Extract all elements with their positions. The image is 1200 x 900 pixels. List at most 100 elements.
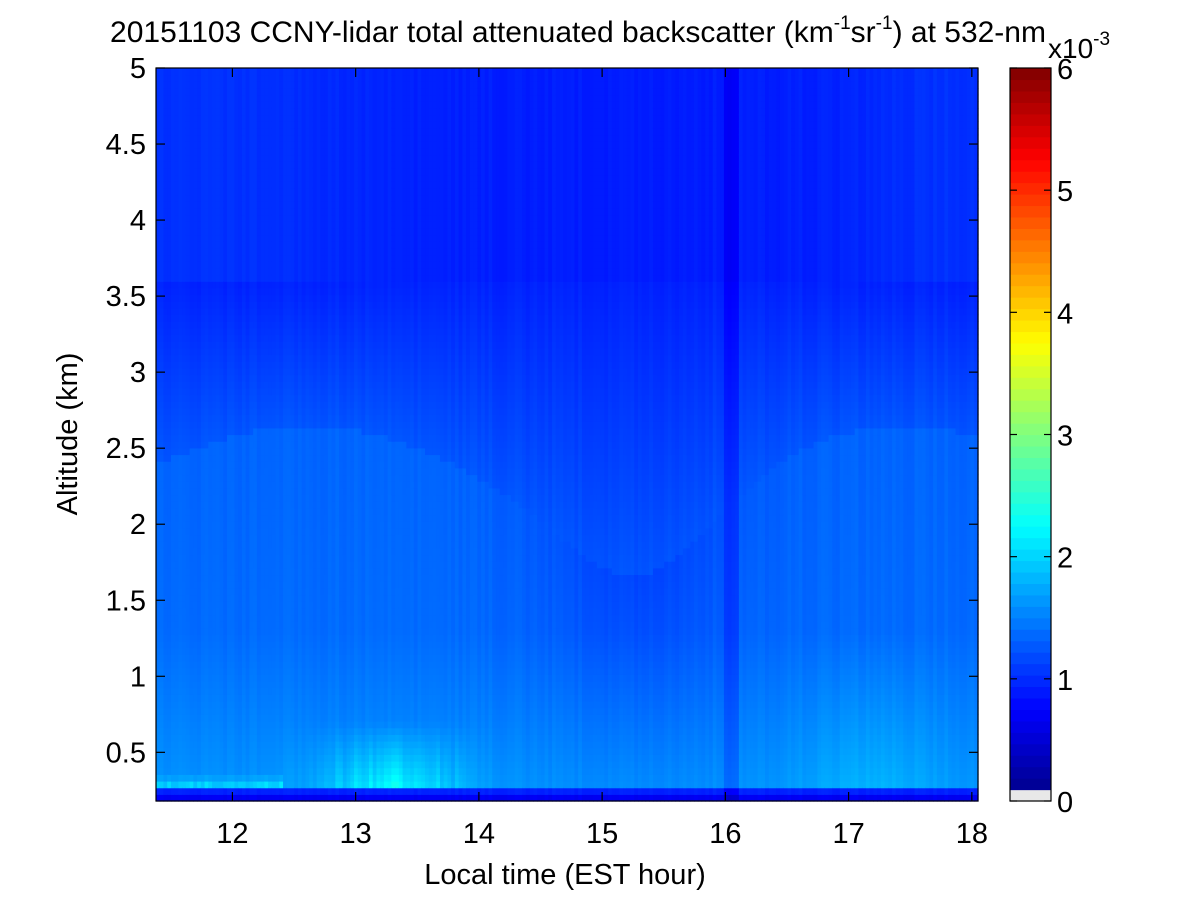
heatmap-cell <box>170 427 176 436</box>
heatmap-cell <box>208 134 213 142</box>
heatmap-cell <box>230 321 236 329</box>
heatmap-cell <box>241 567 247 576</box>
heatmap-cell <box>178 441 183 449</box>
heatmap-cell <box>212 627 217 636</box>
heatmap-cell <box>283 787 288 795</box>
heatmap-cell <box>178 787 183 795</box>
heatmap-cell <box>290 421 295 429</box>
heatmap-cell <box>283 667 288 675</box>
heatmap-cell <box>268 567 273 576</box>
heatmap-cell <box>178 681 183 689</box>
heatmap-cell <box>238 494 243 502</box>
heatmap-cell <box>264 494 269 502</box>
heatmap-cell <box>320 421 325 429</box>
heatmap-cell <box>286 474 292 482</box>
heatmap-cell <box>286 481 292 489</box>
heatmap-cell <box>301 481 307 489</box>
title-segment: ) at 532-nm <box>893 16 1046 49</box>
heatmap-cell <box>223 354 228 362</box>
heatmap-cell <box>264 334 269 342</box>
heatmap-cell <box>163 87 168 96</box>
heatmap-cell <box>234 427 239 436</box>
heatmap-cell <box>297 294 303 302</box>
heatmap-cell <box>245 387 251 396</box>
heatmap-cell <box>253 714 258 722</box>
heatmap-cell <box>193 427 198 436</box>
heatmap-cell <box>208 294 213 302</box>
heatmap-cell <box>156 654 161 662</box>
heatmap-cell <box>193 541 198 549</box>
heatmap-cell <box>245 734 251 742</box>
heatmap-cell <box>268 201 273 209</box>
heatmap-cell <box>208 347 213 356</box>
heatmap-cell <box>215 181 221 189</box>
heatmap-cell <box>200 361 206 369</box>
heatmap-cell <box>226 361 232 369</box>
heatmap-cell <box>219 367 224 376</box>
heatmap-cell <box>226 447 232 456</box>
heatmap-cell <box>189 641 194 649</box>
heatmap-cell <box>189 274 194 282</box>
heatmap-cell <box>212 521 217 529</box>
heatmap-cell <box>305 721 310 729</box>
heatmap-cell <box>294 274 299 282</box>
heatmap-cell <box>212 461 217 469</box>
heatmap-cell <box>182 481 187 489</box>
heatmap-cell <box>215 194 221 202</box>
heatmap-cell <box>223 94 228 102</box>
heatmap-cell <box>208 447 213 456</box>
heatmap-cell <box>268 161 273 169</box>
heatmap-cell <box>245 567 251 576</box>
heatmap-cell <box>264 734 269 742</box>
heatmap-cell <box>200 187 206 196</box>
heatmap-cell <box>174 247 180 256</box>
heatmap-cell <box>178 174 183 182</box>
heatmap-cell <box>193 741 198 749</box>
heatmap-cell <box>197 194 202 202</box>
heatmap-cell <box>215 561 221 569</box>
heatmap-cell <box>260 294 265 302</box>
heatmap-cell <box>234 534 239 542</box>
heatmap-cell <box>283 127 288 136</box>
heatmap-cell <box>264 454 269 462</box>
heatmap-cell <box>297 681 303 689</box>
heatmap-cell <box>312 321 318 329</box>
heatmap-cell <box>312 68 318 76</box>
heatmap-cell <box>226 607 232 616</box>
heatmap-cell <box>182 407 187 416</box>
heatmap-cell <box>312 74 318 82</box>
heatmap-cell <box>174 674 180 682</box>
heatmap-cell <box>230 94 236 102</box>
heatmap-cell <box>223 414 228 422</box>
heatmap-cell <box>253 327 258 336</box>
heatmap-cell <box>197 147 202 156</box>
heatmap-cell <box>320 74 325 82</box>
heatmap-cell <box>260 247 265 256</box>
heatmap-cell <box>238 787 243 795</box>
heatmap-cell <box>163 587 168 596</box>
heatmap-cell <box>245 154 251 162</box>
heatmap-cell <box>215 594 221 602</box>
heatmap-cell <box>208 374 213 382</box>
heatmap-cell <box>283 654 288 662</box>
heatmap-cell <box>264 127 269 136</box>
heatmap-cell <box>268 607 273 616</box>
heatmap-cell <box>305 221 310 229</box>
heatmap-cell <box>301 74 307 82</box>
heatmap-cell <box>159 134 165 142</box>
heatmap-cell <box>312 721 318 729</box>
heatmap-cell <box>238 747 243 755</box>
heatmap-cell <box>320 461 325 469</box>
heatmap-cell <box>212 247 217 256</box>
heatmap-cell <box>290 181 295 189</box>
heatmap-cell <box>283 394 288 402</box>
heatmap-cell <box>163 507 168 516</box>
heatmap-cell <box>316 161 321 169</box>
heatmap-cell <box>197 501 202 509</box>
heatmap-cell <box>275 707 280 715</box>
heatmap-cell <box>312 621 318 629</box>
heatmap-cell <box>238 107 243 116</box>
heatmap-cell <box>297 521 303 529</box>
heatmap-cell <box>316 714 321 722</box>
heatmap-cell <box>275 687 280 695</box>
